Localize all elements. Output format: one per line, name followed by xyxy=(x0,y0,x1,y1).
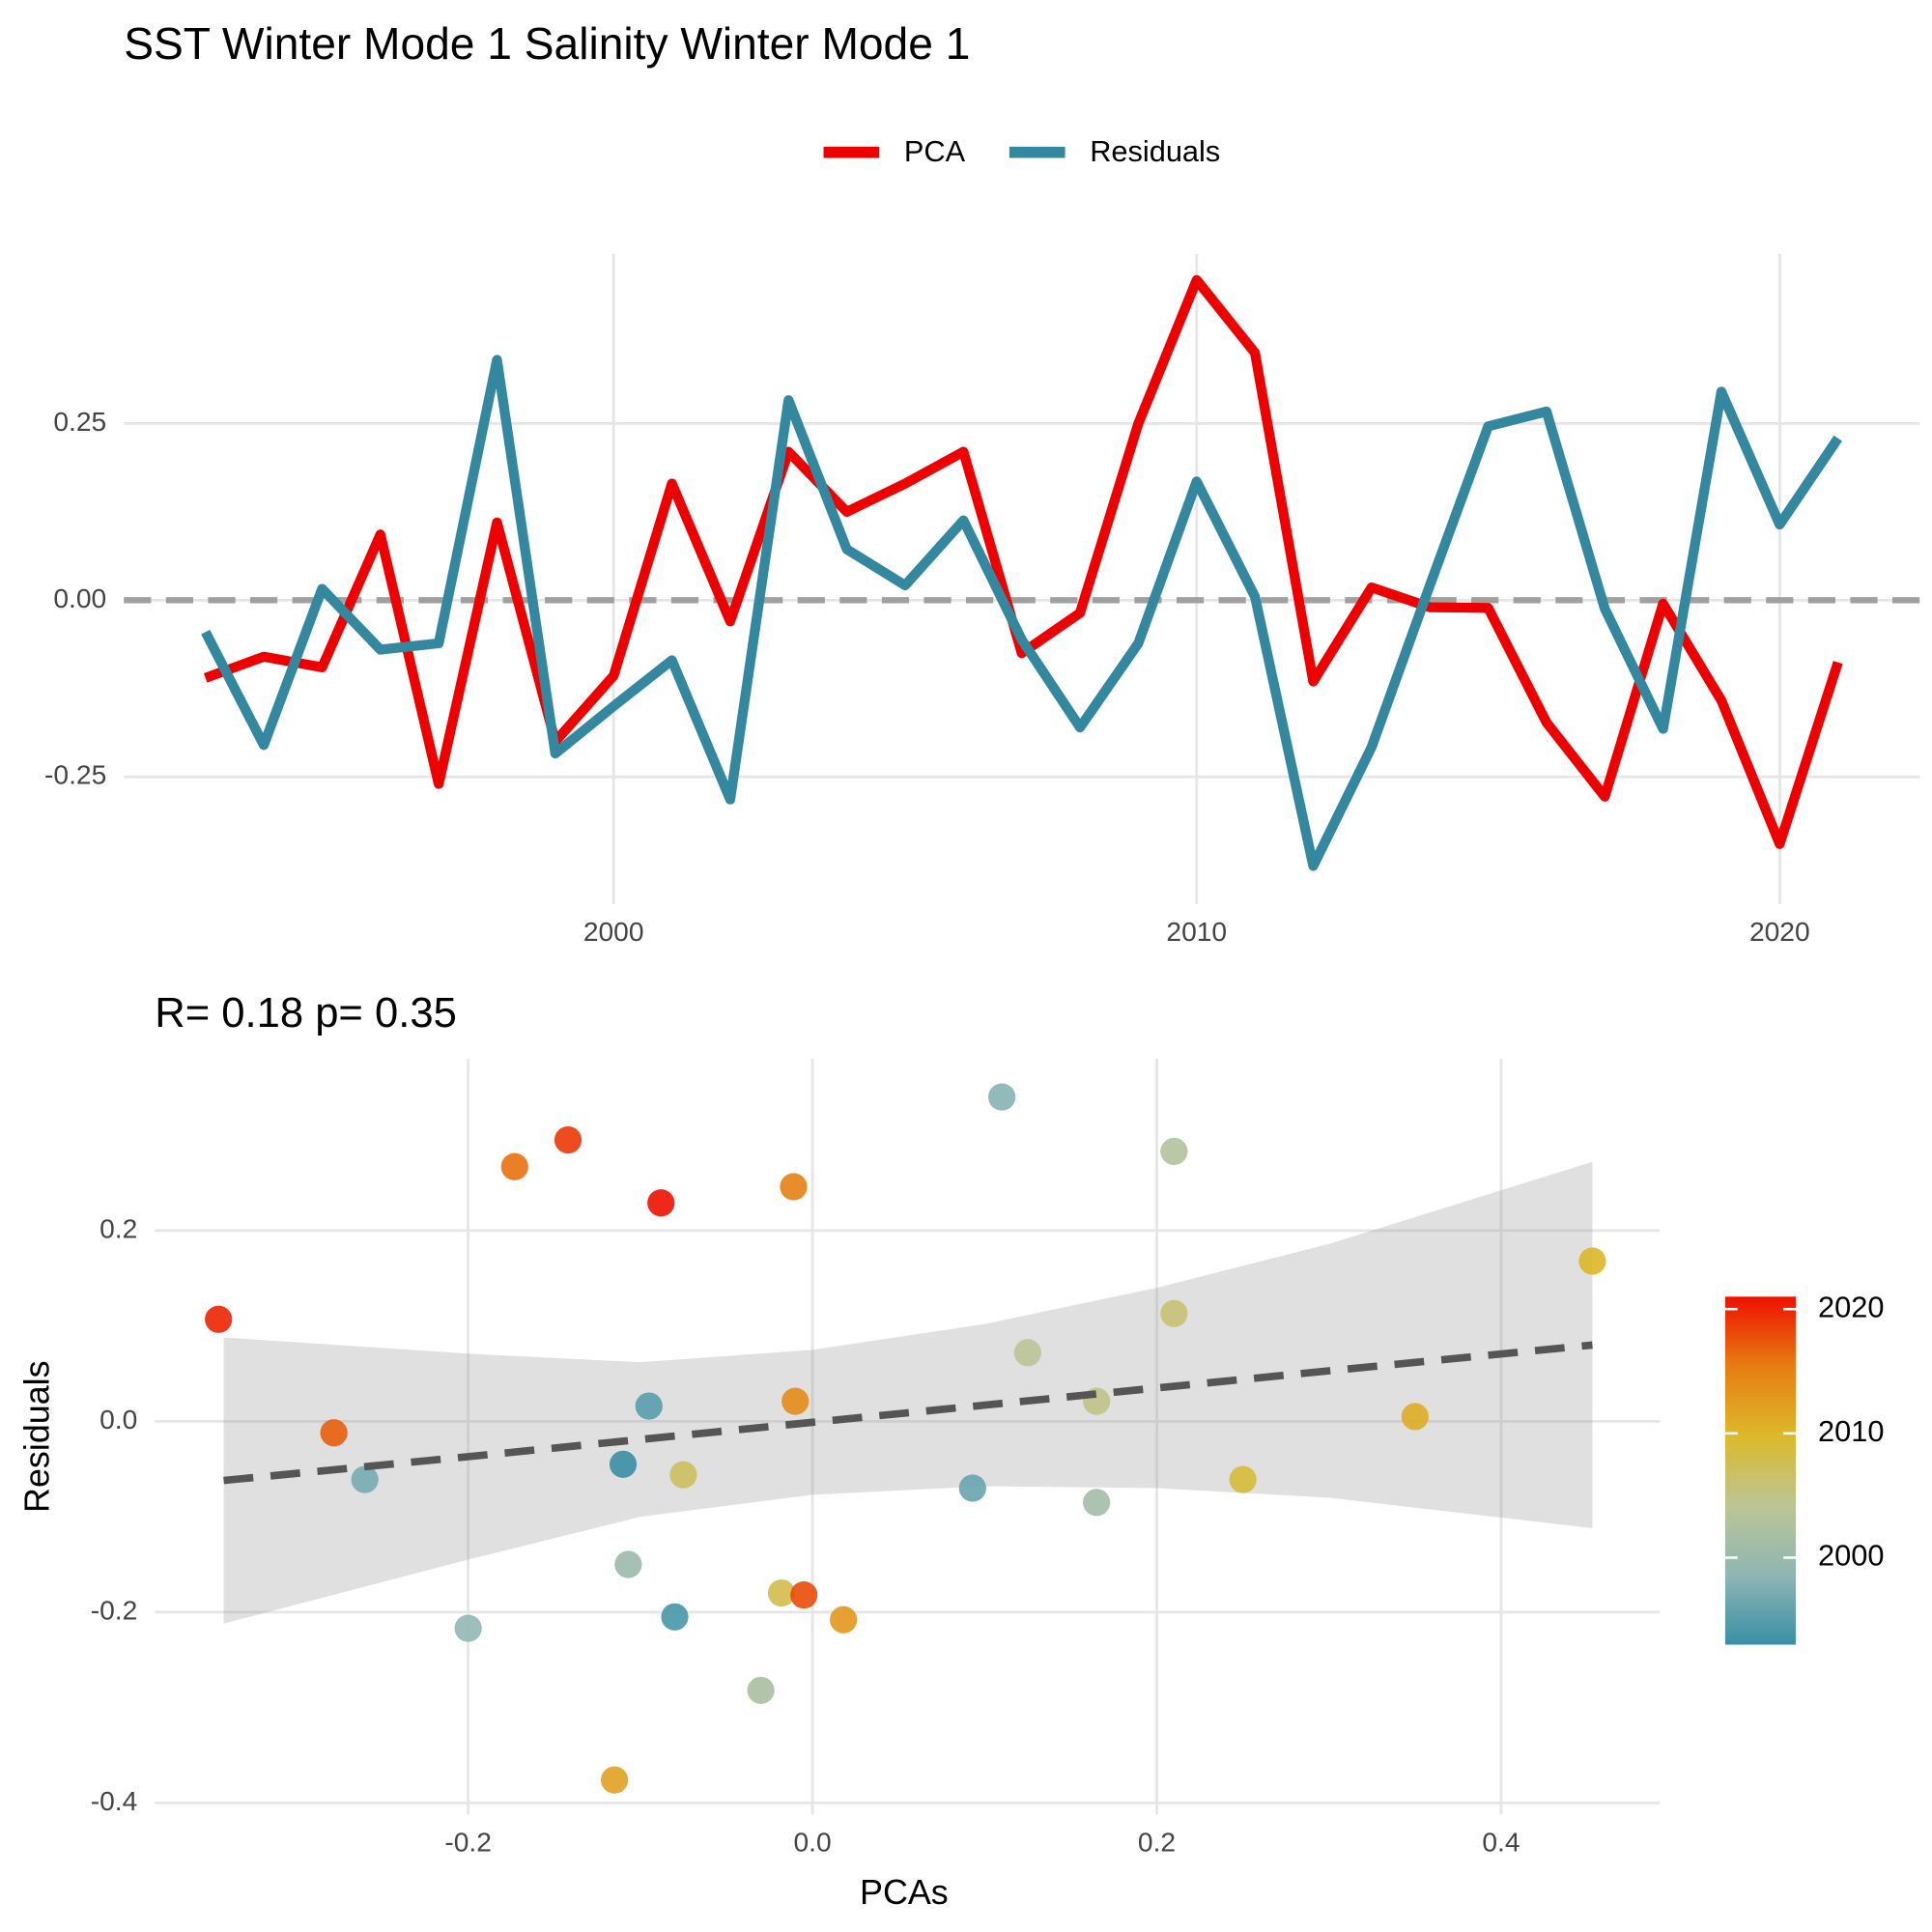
y-axis-title: Residuals xyxy=(18,1360,57,1513)
point xyxy=(635,1392,663,1420)
point xyxy=(958,1474,986,1502)
colorbar xyxy=(1724,1296,1796,1645)
point xyxy=(1578,1247,1606,1275)
point xyxy=(647,1189,675,1217)
y-tick-label: 0.00 xyxy=(53,582,106,613)
point xyxy=(1160,1299,1188,1327)
point xyxy=(767,1579,796,1607)
point xyxy=(320,1419,348,1447)
point xyxy=(454,1614,482,1642)
point xyxy=(669,1461,697,1489)
point xyxy=(1160,1137,1188,1166)
scatter-title: R= 0.18 p= 0.35 xyxy=(155,990,457,1037)
series-line xyxy=(203,274,1843,849)
x-tick-label: 0.2 xyxy=(1138,1826,1176,1857)
y-tick-label: 0.2 xyxy=(99,1212,137,1243)
x-tick-label: 2000 xyxy=(583,916,644,947)
colorbar-label: 2020 xyxy=(1818,1290,1884,1323)
x-tick-label: -0.2 xyxy=(444,1826,492,1857)
confidence-band xyxy=(223,1161,1593,1624)
y-tick-label: -0.2 xyxy=(91,1594,138,1625)
point xyxy=(614,1550,642,1578)
chart-title: SST Winter Mode 1 Salinity Winter Mode 1 xyxy=(124,18,970,69)
colorbar-label: 2000 xyxy=(1818,1539,1884,1573)
x-tick-label: 2020 xyxy=(1749,916,1810,947)
y-tick-label: 0.25 xyxy=(53,406,106,437)
y-tick-label: -0.25 xyxy=(44,759,106,790)
x-axis-title: PCAs xyxy=(860,1873,949,1912)
x-tick-label: 0.0 xyxy=(793,1826,831,1857)
point xyxy=(1229,1465,1257,1493)
point xyxy=(500,1152,528,1180)
legend-label: Residuals xyxy=(1090,134,1220,168)
point xyxy=(661,1603,689,1631)
point xyxy=(988,1083,1016,1111)
point xyxy=(609,1450,638,1478)
point xyxy=(781,1387,810,1415)
point xyxy=(790,1580,818,1609)
x-tick-label: 2010 xyxy=(1166,916,1227,947)
point xyxy=(830,1605,858,1634)
point xyxy=(1083,1489,1111,1517)
colorbar-label: 2010 xyxy=(1818,1414,1884,1448)
point xyxy=(351,1465,379,1493)
fit-line xyxy=(223,1341,1593,1485)
point xyxy=(554,1125,582,1154)
point xyxy=(1013,1339,1041,1367)
point xyxy=(601,1766,629,1794)
series-line xyxy=(201,355,1842,871)
point xyxy=(1401,1403,1429,1431)
point xyxy=(205,1305,233,1333)
point xyxy=(747,1676,775,1704)
y-tick-label: 0.0 xyxy=(99,1404,137,1435)
legend-label: PCA xyxy=(904,134,966,168)
y-tick-label: -0.4 xyxy=(91,1785,138,1816)
x-tick-label: 0.4 xyxy=(1482,1826,1520,1857)
point xyxy=(780,1173,808,1201)
